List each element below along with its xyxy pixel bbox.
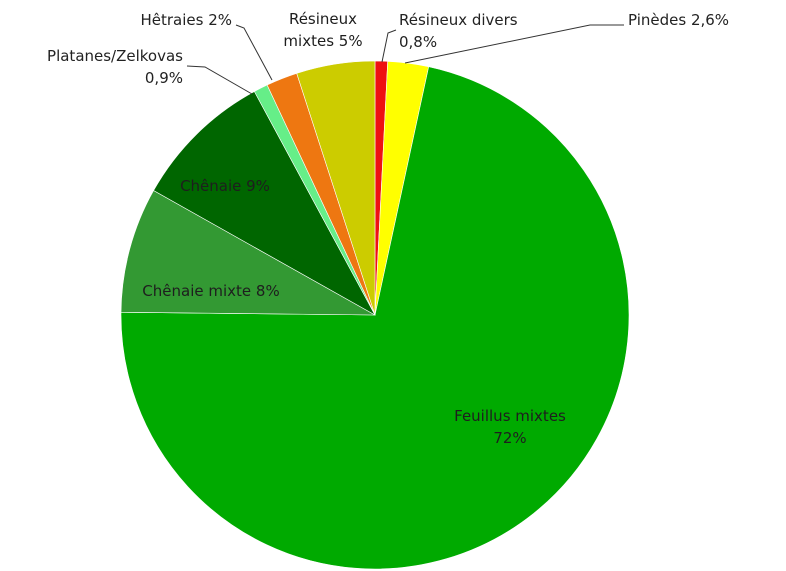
leader-line-pinedes	[404, 24, 624, 64]
slice-label-feuillus-mixtes: Feuillus mixtes 72%	[454, 407, 566, 447]
pie-slice-chenaie-mixte	[120, 190, 376, 316]
leader-line-platanes-zelkovas	[186, 65, 253, 95]
slice-label-line: Pinèdes 2,6%	[628, 11, 729, 29]
slice-label-line: 0,9%	[145, 69, 183, 87]
slice-label-resineux-mixtes: Résineux mixtes 5%	[283, 10, 362, 50]
pie-slice-feuillus-mixtes	[120, 66, 630, 570]
pie-slice-resineux-mixtes	[296, 60, 376, 316]
slice-label-line: Hêtraies 2%	[140, 11, 232, 29]
pie-slice-chenaie	[153, 91, 376, 316]
slice-label-resineux-divers: Résineux divers 0,8%	[399, 11, 518, 51]
slice-label-chenaie: Chênaie 9%	[180, 177, 270, 195]
slice-label-hetraies: Hêtraies 2%	[140, 11, 232, 29]
leader-line-resineux-divers	[381, 29, 397, 63]
slice-label-line: 0,8%	[399, 33, 437, 51]
slice-label-chenaie-mixte: Chênaie mixte 8%	[142, 282, 279, 300]
slice-label-line: Platanes/Zelkovas	[47, 47, 183, 65]
slice-label-line: Résineux	[289, 10, 357, 28]
slice-label-line: Résineux divers	[399, 11, 518, 29]
slice-label-line: mixtes 5%	[283, 32, 362, 50]
slice-label-line: Chênaie 9%	[180, 177, 270, 195]
leader-line-hetraies	[235, 24, 273, 81]
slice-label-line: 72%	[493, 429, 526, 447]
slice-label-pinedes: Pinèdes 2,6%	[628, 11, 729, 29]
slice-label-line: Feuillus mixtes	[454, 407, 566, 425]
slice-label-platanes-zelkovas: Platanes/Zelkovas 0,9%	[47, 47, 183, 87]
slice-label-line: Chênaie mixte 8%	[142, 282, 279, 300]
